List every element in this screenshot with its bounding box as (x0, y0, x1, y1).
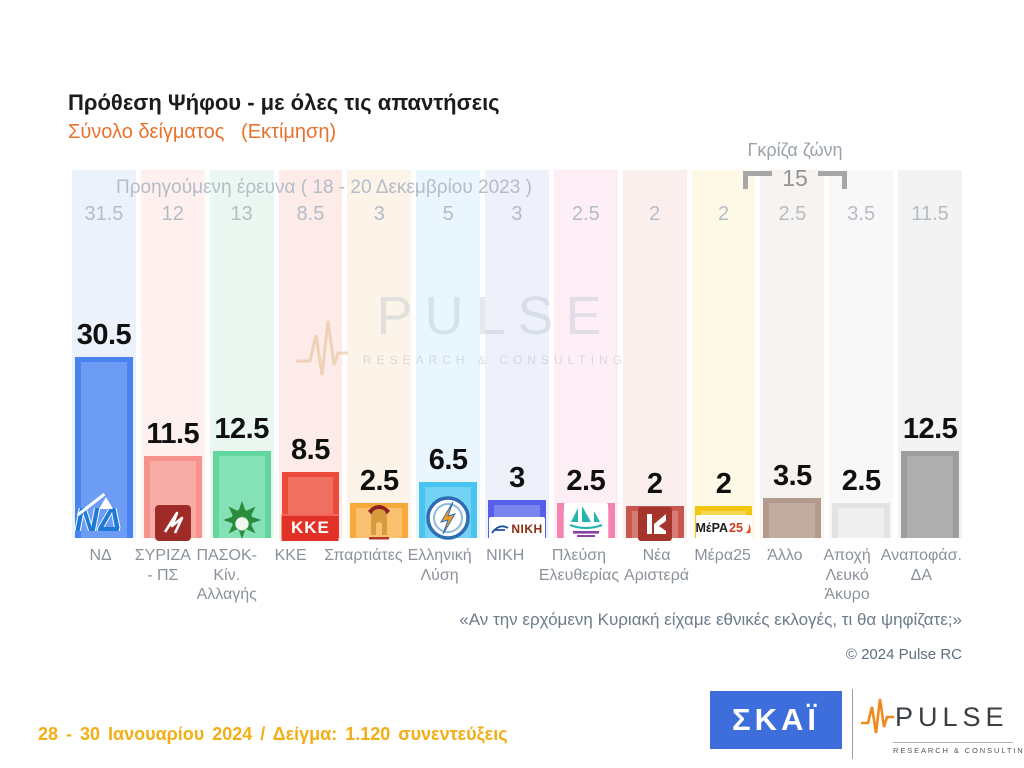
previous-value: 13 (230, 203, 253, 225)
party-column-mera25: 2 2 ΜέΡΑ 25 (691, 170, 756, 541)
niki-logo: ΝΙΚΗ (488, 517, 545, 541)
pulse-waveform-icon (861, 698, 894, 734)
bar-apochi-lefko-akyro (832, 503, 891, 538)
skai-logo: ΣΚΑΪ (710, 691, 842, 749)
value-label: 2.5 (841, 465, 881, 497)
bar-highlight (769, 503, 816, 538)
previous-value: 5 (442, 203, 454, 225)
logo-divider (852, 689, 853, 759)
party-label-nd: ΝΔ (89, 547, 112, 564)
previous-value: 3.5 (847, 203, 876, 225)
party-label-apochi-lefko-akyro: Αποχή Λευκό Άκυρο (823, 547, 871, 604)
skai-logo-text: ΣΚΑΪ (732, 702, 820, 737)
party-column-syriza: 12 11.5 (140, 170, 205, 541)
value-label: 11.5 (146, 418, 200, 450)
grey-zone-bracket-left (743, 171, 773, 189)
party-label-elliniki-lysi: Ελληνική Λύση (407, 547, 472, 584)
party-column-pasok: 13 12.5 (209, 170, 274, 540)
syriza-logo (154, 505, 191, 541)
pulse-logo-text: PULSE (895, 701, 1009, 732)
party-column-elliniki-lysi: 5 6.5 (416, 170, 481, 540)
niki-logo-text: ΝΙΚΗ (511, 522, 543, 536)
grey-zone-annotation: Γκρίζα ζώνη 15 (700, 140, 890, 190)
party-label-pasok: ΠΑΣΟΚ-Κίν. Αλλαγής (196, 547, 257, 604)
value-label: 30.5 (76, 319, 132, 351)
previous-value: 3 (373, 203, 385, 225)
party-label-syriza: ΣΥΡΙΖΑ - ΠΣ (134, 547, 191, 584)
previous-value: 31.5 (84, 203, 124, 225)
nd-logo-peak (98, 497, 113, 509)
bar-highlight (838, 508, 885, 538)
bar-anapofasistoi-da (901, 451, 959, 538)
bar-chart: Προηγούμενη έρευνα ( 18 - 20 Δεκεμβρίου … (72, 170, 962, 551)
party-label-allo: Άλλο (767, 547, 803, 564)
value-label: 2.5 (566, 465, 606, 497)
elliniki-lysi-logo (426, 496, 470, 540)
grey-zone-bracket-right (817, 171, 847, 189)
previous-value: 8.5 (296, 203, 325, 225)
nd-logo: ΝΔ (75, 493, 133, 551)
previous-value: 2 (649, 203, 661, 225)
copyright: © 2024 Pulse RC (845, 646, 962, 663)
bar-nd (75, 357, 133, 538)
value-label: 6.5 (428, 444, 468, 476)
bar-highlight (907, 456, 953, 538)
previous-value: 12 (161, 203, 184, 225)
plefsi-eleftherias-logo (563, 503, 608, 541)
mera25-logo-number: 25 (729, 521, 743, 535)
previous-survey-label: Προηγούμενη έρευνα ( 18 - 20 Δεκεμβρίου … (116, 177, 532, 198)
value-label: 8.5 (291, 434, 330, 466)
value-label: 3 (509, 462, 525, 494)
mera25-logo-text: ΜέΡΑ (695, 521, 729, 535)
kke-logo: ΚΚΕ (282, 514, 339, 541)
party-label-plefsi-eleftherias: Πλεύση Ελευθερίας (538, 547, 620, 584)
value-label: 2 (715, 468, 732, 500)
previous-value: 3 (511, 203, 523, 225)
party-column-niki: 3 3 ΝΙΚΗ (485, 170, 549, 541)
grey-zone-label: Γκρίζα ζώνη (747, 140, 843, 160)
page-subtitle: Σύνολο δείγματος (Εκτίμηση) (68, 121, 337, 143)
spartiates-logo (368, 505, 391, 540)
party-column-anapofasistoi-da: 11.5 12.5 (898, 170, 962, 538)
party-label-kke: ΚΚΕ (274, 547, 307, 564)
party-column-plefsi-eleftherias: 2.5 2.5 (553, 170, 618, 541)
party-column-nd: 31.5 30.5 ΝΔ (72, 170, 136, 551)
fieldwork-info: 28 - 30 Ιανουαρίου 2024 / Δείγμα: 1.120 … (38, 724, 508, 744)
value-label: 12.5 (902, 413, 958, 445)
party-column-allo: 2.5 3.5 (760, 170, 825, 538)
survey-question: «Αν την ερχόμενη Κυριακή είχαμε εθνικές … (459, 610, 962, 629)
value-label: 2.5 (359, 465, 399, 497)
value-label: 12.5 (214, 413, 269, 445)
previous-value: 11.5 (911, 203, 949, 225)
previous-value: 2 (717, 203, 730, 225)
value-label: 3.5 (772, 460, 812, 492)
mera25-flame-icon (745, 522, 751, 534)
nea-aristera-logo (637, 507, 672, 541)
grey-zone-value: 15 (782, 165, 808, 191)
party-label-spartiates: Σπαρτιάτες (324, 547, 403, 564)
party-column-kke: 8.5 8.5 ΚΚΕ (278, 170, 343, 541)
page-title: Πρόθεση Ψήφου - με όλες τις απαντήσεις (68, 90, 500, 115)
pulse-logo: PULSE RESEARCH & CONSULTING (861, 695, 1024, 755)
pulse-logo-subtitle: RESEARCH & CONSULTING (893, 742, 1024, 755)
mera25-logo: ΜέΡΑ 25 (695, 515, 752, 541)
previous-value: 2.5 (778, 203, 807, 225)
party-label-niki: ΝΙΚΗ (486, 547, 525, 564)
party-column-spartiates: 3 2.5 (347, 170, 412, 540)
party-labels-row: ΝΔ ΣΥΡΙΖΑ - ΠΣ ΠΑΣΟΚ-Κίν. Αλλαγής ΚΚΕ Σπαρτι… (72, 546, 962, 605)
pasok-logo (222, 500, 261, 540)
party-label-nea-aristera: Νέα Αριστερά (624, 547, 690, 584)
previous-value: 2.5 (571, 203, 600, 225)
party-column-apochi-lefko-akyro: 3.5 2.5 (829, 170, 894, 538)
bar-allo (763, 498, 822, 538)
niki-swoosh-icon (491, 525, 509, 534)
party-label-anapofasistoi-da: Αναποφάσ. ΔΑ (880, 547, 962, 584)
value-label: 2 (646, 468, 663, 500)
party-label-mera25: Μέρα25 (694, 547, 751, 564)
